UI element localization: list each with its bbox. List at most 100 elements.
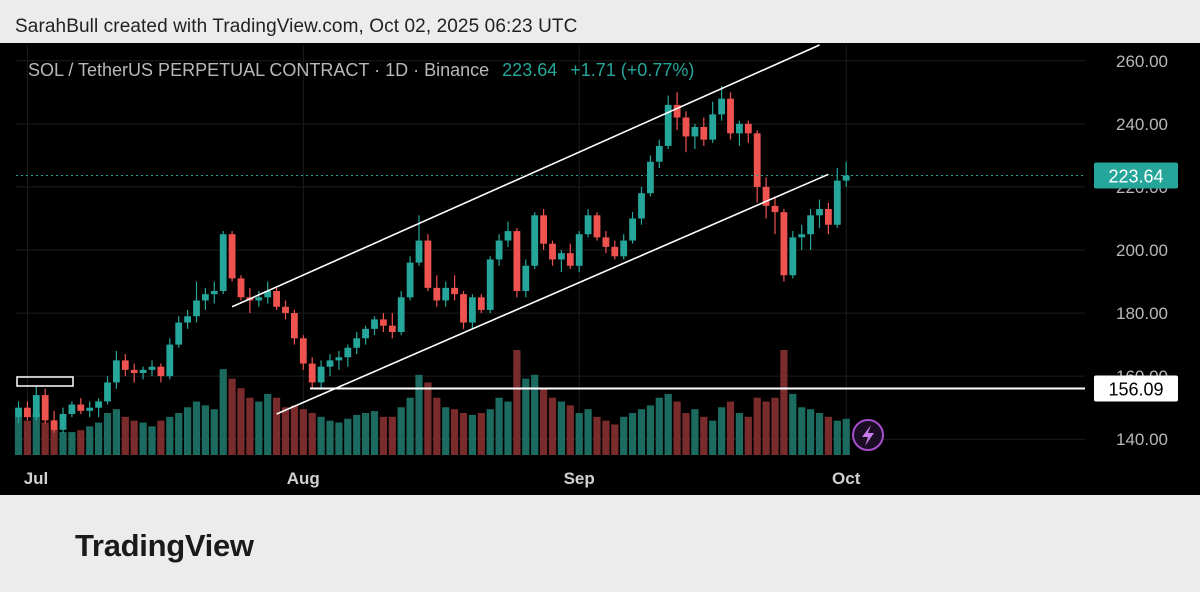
candle-body [513,231,521,291]
volume-bar [637,409,646,455]
candle-body [415,240,423,263]
volume-bar [166,416,174,455]
candle-body [744,123,752,134]
candle-body [522,265,530,291]
price-change-legend: +1.71 (+0.77%) [570,60,695,80]
candle-body [842,175,850,181]
volume-bar [468,414,476,455]
volume-bar [718,407,726,455]
volume-bar [753,397,761,455]
y-tick-label: 200.00 [1116,241,1168,260]
volume-bar [744,416,752,455]
volume-bar [273,397,281,455]
volume-bar [192,401,201,455]
candle-body [121,360,129,370]
candle-body [237,278,245,298]
volume-bar [290,405,298,455]
volume-bar [362,413,370,455]
volume-bar [353,414,361,455]
candle-body [486,259,494,310]
level-price-tag-text: 156.09 [1108,379,1163,399]
volume-bar [130,420,138,455]
volume-bar [815,413,824,455]
volume-bar [798,407,806,455]
volume-bar [86,426,94,455]
volume-bar [415,374,423,455]
volume-bar [59,432,67,455]
volume-bar [540,388,548,455]
volume-bar [771,397,779,455]
volume-bar [833,420,841,455]
candle-body [620,240,628,257]
candle-body [816,209,823,216]
volume-bar [726,401,735,455]
volume-bar [210,409,218,455]
volume-bar [459,413,468,455]
volume-bar [41,422,49,455]
volume-bar [842,418,850,455]
candle-body [175,322,183,345]
volume-bar [602,420,610,455]
candle-body [362,328,369,339]
candle-body [780,212,788,276]
volume-bar [548,397,557,455]
candle-body [95,401,102,408]
volume-bar [762,401,770,455]
candle-body [148,366,156,370]
candle-body [558,253,565,260]
volume-bar [50,428,58,455]
volume-bar [406,397,414,455]
volume-bar [655,397,663,455]
symbol-label: SOL / TetherUS PERPETUAL CONTRACT · 1D ·… [28,60,490,80]
candle-body [308,363,316,383]
volume-bar [709,420,717,455]
symbol-legend: SOL / TetherUS PERPETUAL CONTRACT · 1D ·… [28,60,694,81]
volume-bar [584,409,592,455]
candle-body [655,145,663,162]
volume-bar [557,401,565,455]
volume-bar [246,397,254,455]
range-box-drawing [16,376,74,387]
volume-bar [807,409,815,455]
trend-line-channel-upper [231,44,820,308]
volume-bar [700,416,708,455]
candle-body [469,297,476,323]
candle-body [825,209,832,225]
candle-body [255,297,263,301]
candle-body [397,297,405,332]
volume-bar [780,350,788,455]
volume-bar [219,369,227,455]
candle-body [326,360,334,367]
last-price-tag-text: 223.64 [1108,166,1163,186]
volume-bar [531,374,539,455]
volume-bar [451,409,459,455]
volume-bar [486,409,494,455]
volume-bar [620,416,628,455]
last-price-legend: 223.64 [502,60,558,80]
candle-body [32,395,40,418]
volume-bar [326,420,334,455]
y-tick-label: 140.00 [1116,430,1168,449]
volume-bar [495,397,503,455]
volume-bar [629,413,637,455]
volume-bar [281,407,290,455]
candle-body [673,104,681,118]
candle-body [460,294,467,323]
volume-bar [388,416,396,455]
candle-body [771,205,779,213]
candle-body [727,98,734,134]
candle-body [299,338,307,364]
volume-bar [397,407,405,455]
volume-bar [264,393,272,455]
volume-bar [566,405,574,455]
lightning-icon[interactable] [852,419,884,451]
candle-body [157,366,165,377]
candle-body [406,262,414,298]
volume-bar [442,407,450,455]
candle-body [113,360,120,383]
candle-body [611,246,619,257]
candle-body [718,98,725,115]
candle-body [24,407,31,418]
volume-bar [23,420,31,455]
